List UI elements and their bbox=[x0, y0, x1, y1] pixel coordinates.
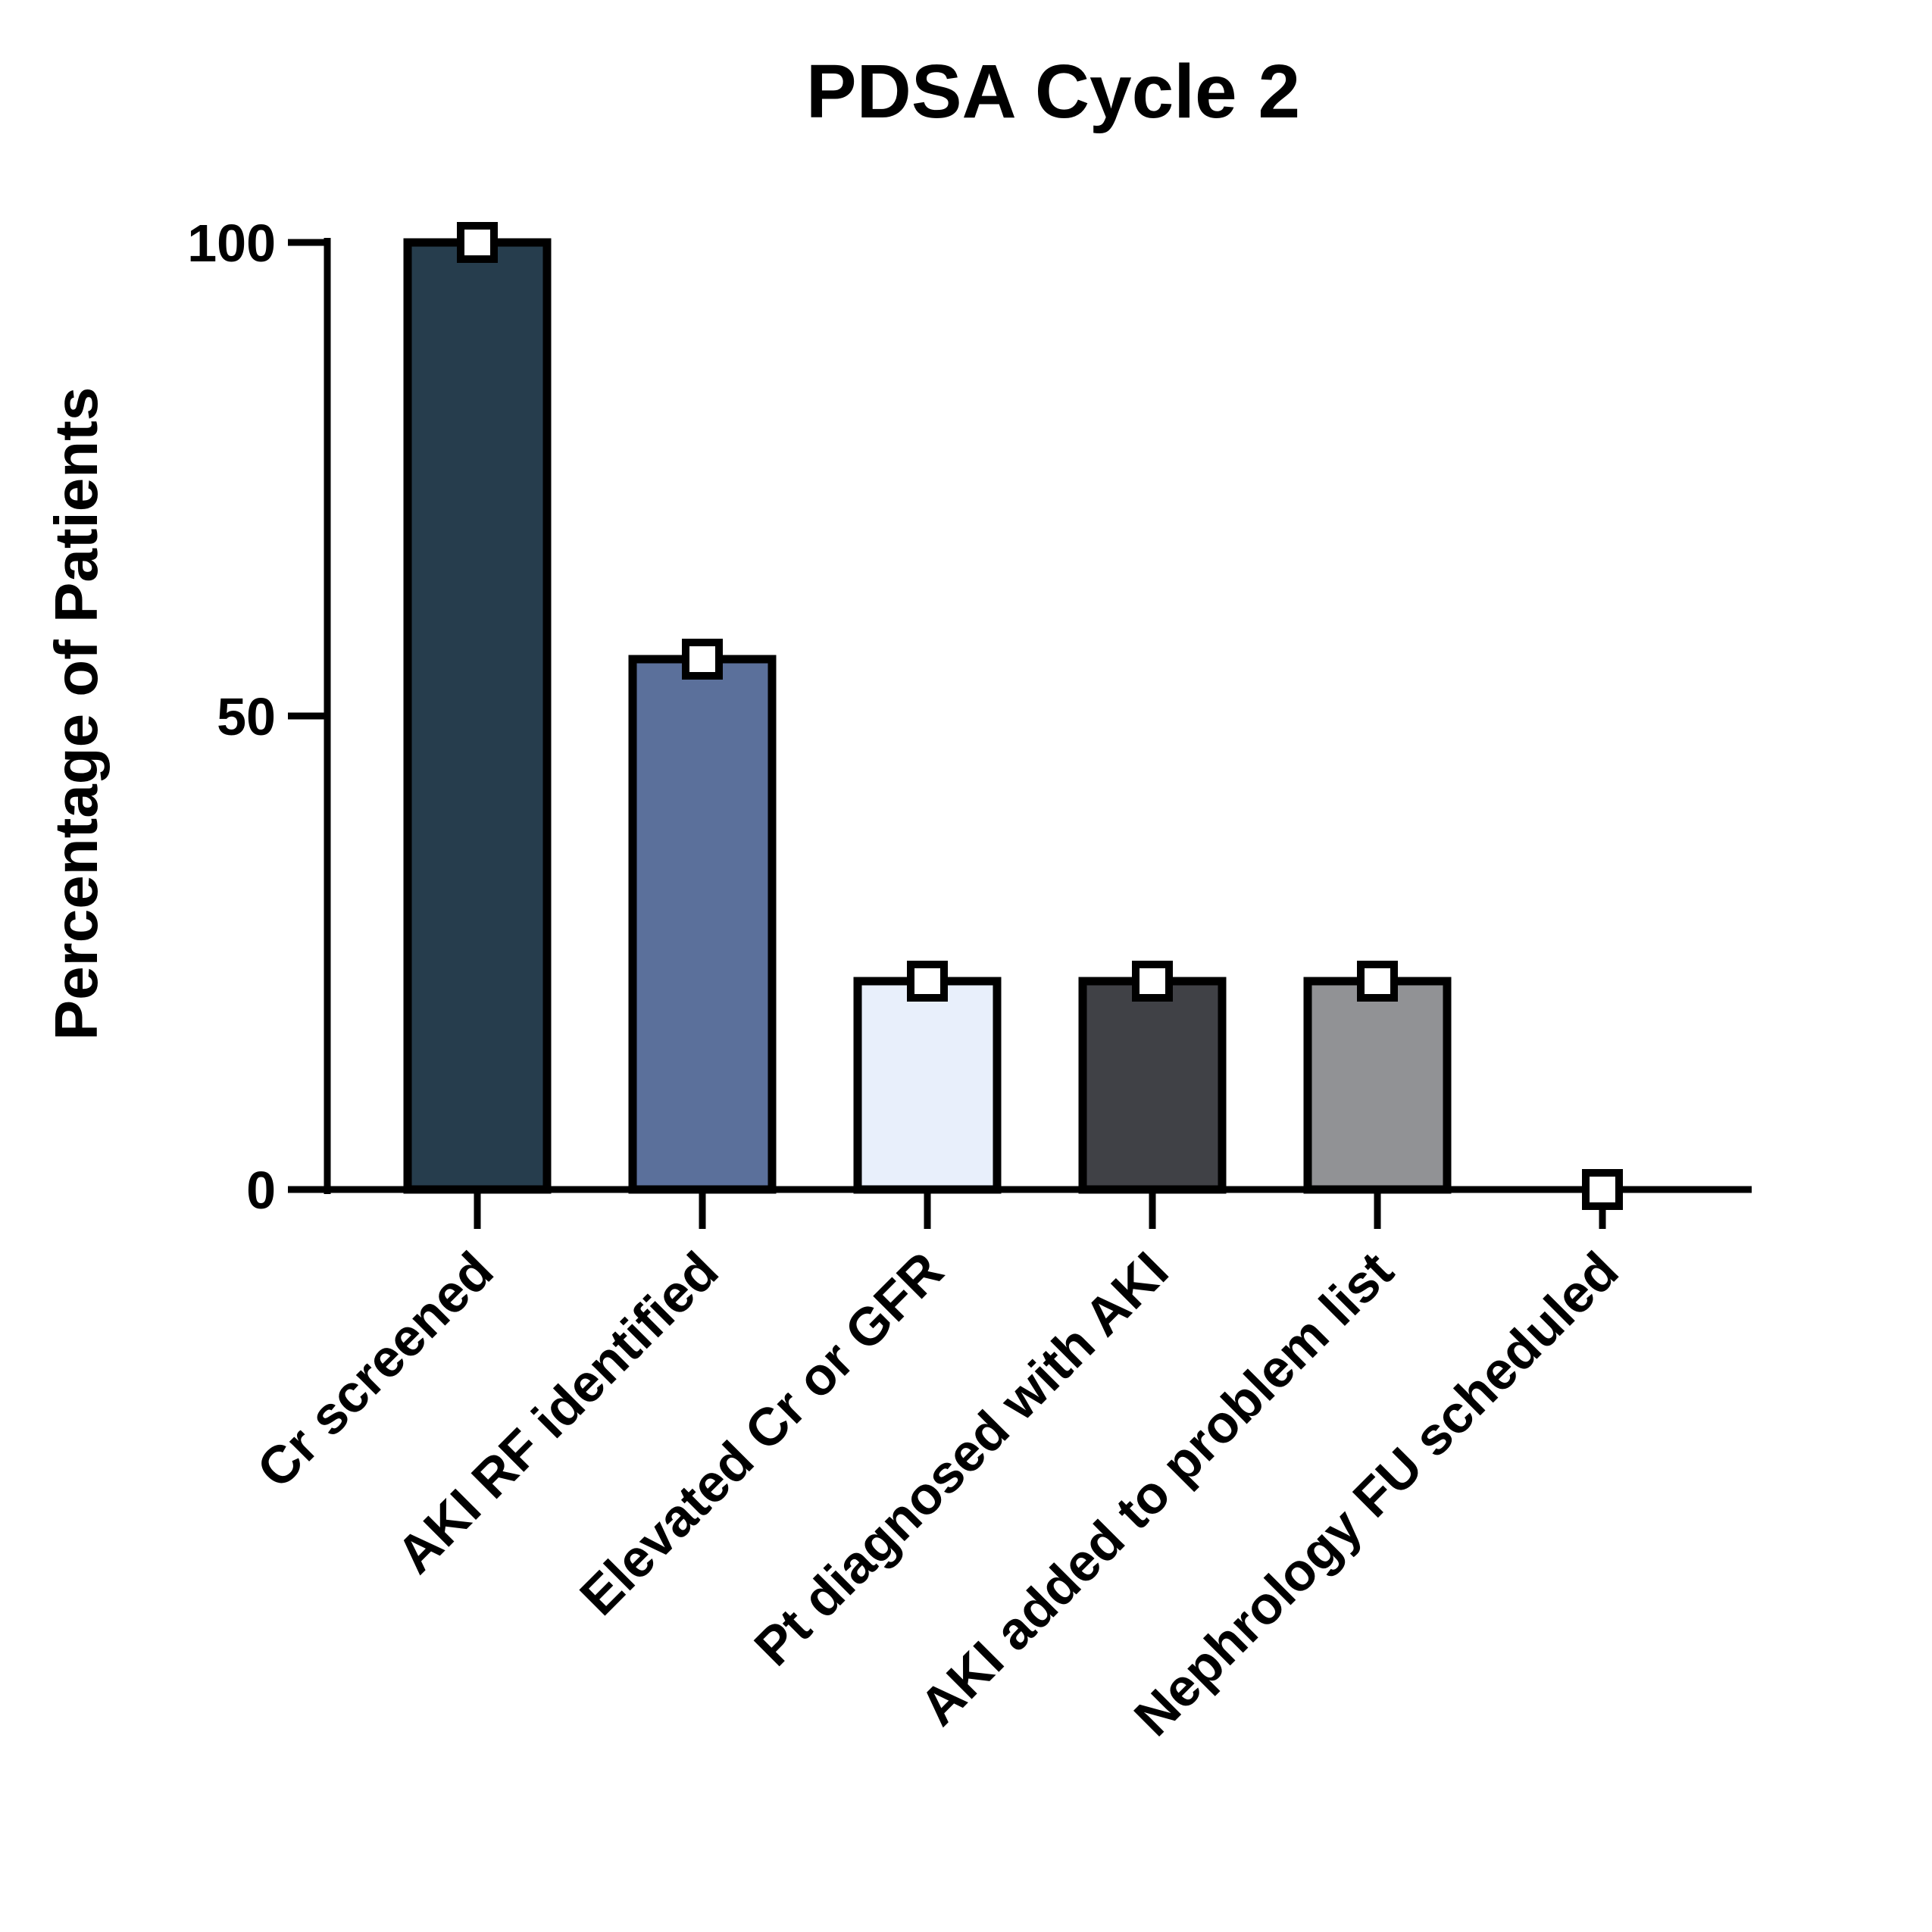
y-tick-label: 50 bbox=[217, 687, 276, 746]
bar bbox=[1078, 977, 1227, 1194]
bar bbox=[1303, 977, 1452, 1194]
x-tick-label: Pt diagnosed with AKI bbox=[743, 1240, 1180, 1677]
chart-title: PDSA Cycle 2 bbox=[806, 49, 1300, 134]
data-point-marker bbox=[1357, 961, 1398, 1002]
y-tick-label: 100 bbox=[187, 214, 276, 273]
bar bbox=[853, 977, 1002, 1194]
y-tick-label: 0 bbox=[246, 1161, 276, 1220]
data-point-marker bbox=[907, 961, 948, 1002]
y-axis-label: Percentage of Patients bbox=[42, 387, 110, 1041]
bar bbox=[628, 655, 777, 1194]
data-point-marker bbox=[1582, 1169, 1623, 1210]
bar bbox=[403, 238, 552, 1194]
x-tick-label: AKI added to problem list bbox=[908, 1240, 1405, 1737]
data-point-marker bbox=[1132, 961, 1173, 1002]
x-tick-label: Nephrology FU scheduled bbox=[1123, 1240, 1629, 1746]
x-tick-label: Cr screened bbox=[245, 1240, 504, 1499]
data-point-marker bbox=[457, 222, 498, 263]
data-point-marker bbox=[682, 639, 723, 680]
x-tick-label: Elevated Cr or GFR bbox=[569, 1240, 955, 1626]
